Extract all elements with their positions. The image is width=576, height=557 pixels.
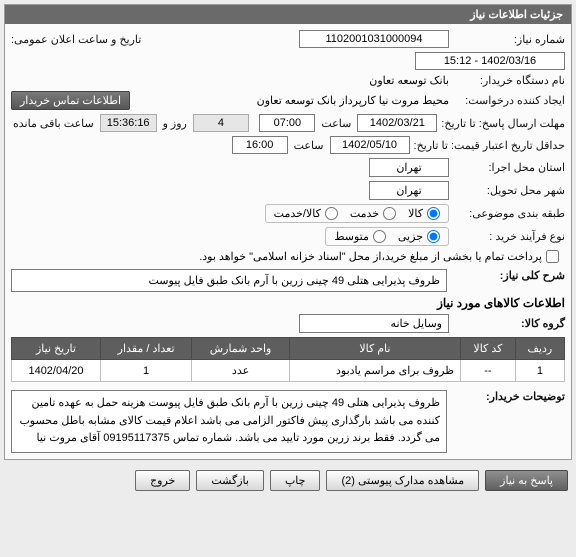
remaining-days: 4 xyxy=(193,114,249,132)
class-service-label: خدمت xyxy=(350,207,379,220)
treasury-note-text: پرداخت تمام یا بخشی از مبلغ خرید،از محل … xyxy=(199,250,542,263)
buy-type-group: جزیی متوسط xyxy=(325,227,449,246)
exec-value: تهران xyxy=(369,158,449,177)
col-date: تاریخ نیاز xyxy=(12,338,101,360)
panel-title: جزئیات اطلاعات نیاز xyxy=(5,5,571,24)
attachments-button[interactable]: مشاهده مدارک پیوستی (2) xyxy=(326,470,479,491)
goods-section-title: اطلاعات کالاهای مورد نیاز xyxy=(11,296,565,310)
button-bar: پاسخ به نیاز مشاهده مدارک پیوستی (2) چاپ… xyxy=(4,464,572,497)
buy-medium-radio[interactable] xyxy=(373,230,386,243)
cell-qty: 1 xyxy=(100,360,191,382)
class-goods-radio[interactable] xyxy=(427,207,440,220)
col-qty: تعداد / مقدار xyxy=(100,338,191,360)
need-no-value: 1102001031000094 xyxy=(299,30,449,48)
deliver-value: تهران xyxy=(369,181,449,200)
class-service-radio[interactable] xyxy=(383,207,396,220)
buyer-value: بانک توسعه تعاون xyxy=(369,74,449,87)
cell-date: 1402/04/20 xyxy=(12,360,101,382)
buy-medium[interactable]: متوسط xyxy=(334,230,386,243)
valid-date: 1402/05/10 xyxy=(330,136,410,154)
deadline-label: مهلت ارسال پاسخ: تا تاریخ: xyxy=(441,117,565,130)
class-label: طبقه بندی موضوعی: xyxy=(453,207,565,220)
col-code: کد کالا xyxy=(461,338,516,360)
treasury-checkbox[interactable] xyxy=(546,250,559,263)
deadline-date: 1402/03/21 xyxy=(357,114,437,132)
need-title-label: شرح کلی نیاز: xyxy=(453,269,565,282)
class-goods-service[interactable]: کالا/خدمت xyxy=(274,207,338,220)
announce-value: 1402/03/16 - 15:12 xyxy=(415,52,565,70)
treasury-note[interactable]: پرداخت تمام یا بخشی از مبلغ خرید،از محل … xyxy=(199,250,559,263)
explain-text: ظروف پذیرایی هتلی 49 چینی زرین با آرم با… xyxy=(11,390,447,453)
contact-buyer-button[interactable]: اطلاعات تماس خریدار xyxy=(11,91,130,110)
exit-button[interactable]: خروج xyxy=(135,470,190,491)
buy-partial-label: جزیی xyxy=(398,230,423,243)
saat-label-2: ساعت xyxy=(294,139,324,152)
details-panel: جزئیات اطلاعات نیاز شماره نیاز: 11020010… xyxy=(4,4,572,460)
items-table: ردیف کد کالا نام کالا واحد شمارش تعداد /… xyxy=(11,337,565,382)
valid-time: 16:00 xyxy=(232,136,288,154)
col-unit: واحد شمارش xyxy=(192,338,290,360)
goods-group-value: وسایل خانه xyxy=(299,314,449,333)
need-title-value: ظروف پذیرایی هتلی 49 چینی زرین با آرم با… xyxy=(11,269,447,292)
panel-body: شماره نیاز: 1102001031000094 تاریخ و ساع… xyxy=(5,24,571,459)
cell-unit: عدد xyxy=(192,360,290,382)
buy-medium-label: متوسط xyxy=(334,230,369,243)
print-button[interactable]: چاپ xyxy=(270,470,321,491)
class-goods-service-radio[interactable] xyxy=(325,207,338,220)
table-row[interactable]: 1 -- ظروف برای مراسم یادبود عدد 1 1402/0… xyxy=(12,360,565,382)
remain-suffix: ساعت باقی مانده xyxy=(13,117,94,130)
class-goods-label: کالا xyxy=(408,207,423,220)
deliver-label: شهر محل تحویل: xyxy=(453,184,565,197)
class-goods-service-label: کالا/خدمت xyxy=(274,207,321,220)
need-no-label: شماره نیاز: xyxy=(453,33,565,46)
back-button[interactable]: بازگشت xyxy=(196,470,264,491)
buy-partial[interactable]: جزیی xyxy=(398,230,440,243)
requester-label: ایجاد کننده درخواست: xyxy=(453,94,565,107)
col-row: ردیف xyxy=(515,338,564,360)
col-name: نام کالا xyxy=(289,338,460,360)
class-goods[interactable]: کالا xyxy=(408,207,440,220)
cell-row: 1 xyxy=(515,360,564,382)
remaining-block: 4 روز و 15:36:16 ساعت باقی مانده xyxy=(11,114,249,132)
respond-button[interactable]: پاسخ به نیاز xyxy=(485,470,568,491)
cell-name: ظروف برای مراسم یادبود xyxy=(289,360,460,382)
buyer-label: نام دستگاه خریدار: xyxy=(453,74,565,87)
buy-type-label: نوع فرآیند خرید : xyxy=(453,230,565,243)
goods-group-label: گروه کالا: xyxy=(453,317,565,330)
class-group: کالا خدمت کالا/خدمت xyxy=(265,204,449,223)
remaining-time: 15:36:16 xyxy=(100,114,157,132)
days-suffix: روز و xyxy=(163,117,187,130)
saat-label-1: ساعت xyxy=(321,117,351,130)
requester-value: محیط مروت نیا کارپرداز بانک توسعه تعاون xyxy=(257,94,449,107)
announce-label: تاریخ و ساعت اعلان عمومی: xyxy=(11,33,141,46)
buy-partial-radio[interactable] xyxy=(427,230,440,243)
explain-label: توضیحات خریدار: xyxy=(453,390,565,403)
cell-code: -- xyxy=(461,360,516,382)
deadline-time: 07:00 xyxy=(259,114,315,132)
valid-label: حداقل تاریخ اعتبار قیمت: تا تاریخ: xyxy=(414,139,565,152)
exec-label: استان محل اجرا: xyxy=(453,161,565,174)
class-service[interactable]: خدمت xyxy=(350,207,396,220)
